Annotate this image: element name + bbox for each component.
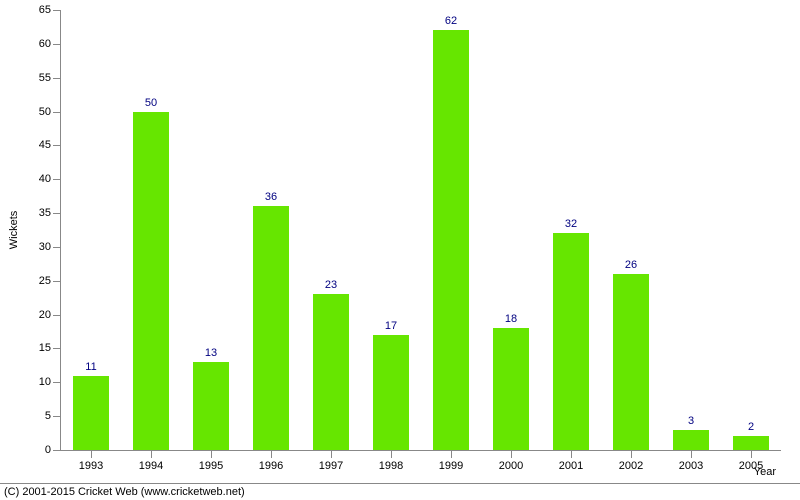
x-axis-label: Year — [754, 466, 776, 478]
bar — [193, 362, 229, 450]
bar-value-label: 32 — [565, 218, 577, 230]
bar — [433, 30, 469, 450]
y-tick-label: 0 — [45, 444, 61, 456]
x-tick-label: 1996 — [259, 450, 283, 472]
y-tick-label: 45 — [39, 139, 61, 151]
bar-value-label: 62 — [445, 15, 457, 27]
y-tick-label: 35 — [39, 207, 61, 219]
y-tick-label: 5 — [45, 410, 61, 422]
y-tick-label: 65 — [39, 4, 61, 16]
x-tick-label: 1997 — [319, 450, 343, 472]
bar-value-label: 50 — [145, 97, 157, 109]
bar — [133, 112, 169, 450]
x-tick-label: 2000 — [499, 450, 523, 472]
bar — [733, 436, 769, 450]
bar — [493, 328, 529, 450]
x-tick-label: 2001 — [559, 450, 583, 472]
bar — [73, 376, 109, 450]
y-tick-label: 40 — [39, 173, 61, 185]
y-tick-label: 30 — [39, 241, 61, 253]
bar-value-label: 26 — [625, 259, 637, 271]
plot-area: 0510152025303540455055606511199350199413… — [60, 10, 781, 451]
bar-value-label: 36 — [265, 191, 277, 203]
y-tick-label: 20 — [39, 309, 61, 321]
bar-value-label: 17 — [385, 320, 397, 332]
x-tick-label: 1998 — [379, 450, 403, 472]
x-tick-label: 2003 — [679, 450, 703, 472]
y-tick-label: 50 — [39, 106, 61, 118]
y-tick-label: 55 — [39, 72, 61, 84]
x-tick-label: 1993 — [79, 450, 103, 472]
y-tick-label: 10 — [39, 376, 61, 388]
x-tick-label: 1999 — [439, 450, 463, 472]
bar-value-label: 18 — [505, 313, 517, 325]
chart-container: 0 5 10 15 20 25 30 35 40 45 50 55 60 65 11 1993 50 1994 13… — [0, 0, 800, 500]
bar — [313, 294, 349, 450]
bar-value-label: 11 — [85, 361, 96, 373]
bar — [673, 430, 709, 450]
bar — [253, 206, 289, 450]
x-tick-label: 2002 — [619, 450, 643, 472]
y-tick-label: 60 — [39, 38, 61, 50]
y-tick-label: 25 — [39, 275, 61, 287]
bar-value-label: 13 — [205, 347, 217, 359]
x-tick-label: 1995 — [199, 450, 223, 472]
x-tick-label: 1994 — [139, 450, 163, 472]
y-tick-label: 15 — [39, 342, 61, 354]
copyright-footer: (C) 2001-2015 Cricket Web (www.cricketwe… — [0, 483, 800, 500]
bar-value-label: 2 — [748, 421, 754, 433]
bar-value-label: 3 — [688, 415, 694, 427]
bar — [553, 233, 589, 450]
bar — [613, 274, 649, 450]
y-axis-label: Wickets — [8, 211, 20, 250]
bar — [373, 335, 409, 450]
bar-value-label: 23 — [325, 279, 337, 291]
